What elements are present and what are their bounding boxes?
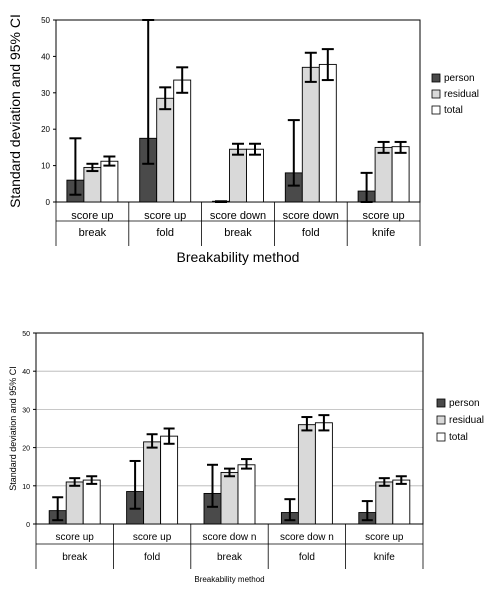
bar-total [392, 479, 411, 525]
category-label-bottom: break [62, 552, 88, 563]
category-label-bottom: break [224, 227, 252, 239]
legend-label-residual: residual [449, 415, 484, 426]
x-axis-label: Breakability method [194, 575, 264, 584]
x-axis-label: Breakability method [177, 249, 300, 265]
legend-label-residual: residual [444, 89, 479, 100]
legend-swatch-person [436, 398, 446, 408]
bar-residual [83, 166, 102, 203]
y-tick-label: 10 [41, 162, 50, 171]
y-tick-label: 50 [22, 331, 30, 338]
legend-label-total: total [449, 432, 468, 443]
y-tick-label: 10 [22, 484, 30, 491]
bar-residual [297, 424, 316, 525]
bar-residual [375, 481, 394, 525]
y-axis-label: Standard deviation and 95% CI [8, 366, 18, 491]
category-label-bottom: knife [374, 552, 396, 563]
bar-residual [156, 97, 175, 203]
legend-swatch-total [431, 105, 441, 115]
y-tick-label: 50 [41, 16, 50, 25]
bar-total [173, 79, 192, 203]
bar-residual [374, 146, 393, 203]
legend-label-person: person [449, 398, 480, 409]
category-label-bottom: knife [372, 227, 395, 239]
category-label-top: score up [56, 532, 95, 543]
legend: person residual total [431, 73, 479, 116]
bar-total [246, 148, 264, 203]
category-label-bottom: fold [302, 227, 320, 239]
legend-swatch-person [431, 73, 441, 83]
legend-label-person: person [444, 73, 475, 84]
category-label-top: score up [365, 532, 404, 543]
y-tick-label: 40 [41, 52, 50, 61]
y-tick-label: 0 [26, 522, 30, 529]
legend-swatch-residual [436, 415, 446, 425]
category-label-top: score up [144, 210, 186, 222]
category-label-bottom: fold [144, 552, 160, 563]
y-tick-label: 40 [22, 369, 30, 376]
bar-residual [65, 481, 84, 525]
category-label-bottom: break [79, 227, 107, 239]
legend-label-total: total [444, 105, 463, 116]
bar-total [82, 479, 101, 525]
bar-residual [229, 148, 247, 203]
legend: person residual total [436, 398, 484, 443]
category-label-bottom: break [217, 552, 243, 563]
bar-total [160, 435, 179, 525]
legend-swatch-total [436, 432, 446, 442]
category-label-top: score dow n [280, 532, 334, 543]
bar-total [318, 63, 337, 203]
bar-total [100, 160, 119, 203]
bar-total [391, 146, 410, 203]
category-label-top: score dow n [203, 532, 257, 543]
bar-residual [143, 441, 162, 525]
category-label-top: score up [362, 210, 404, 222]
legend-swatch-residual [431, 89, 441, 99]
category-label-bottom: fold [299, 552, 315, 563]
y-tick-label: 30 [22, 407, 30, 414]
y-tick-label: 20 [22, 446, 30, 453]
chart-1: 0 10 20 30 40 50 score up break score up fold scor… [7, 14, 479, 265]
category-label-top: score down [283, 210, 339, 222]
category-label-top: score up [71, 210, 113, 222]
category-label-top: score up [133, 532, 172, 543]
bar-residual [301, 66, 320, 203]
y-axis-label: Standard deviation and 95% CI [7, 14, 23, 208]
chart-2: 0 10 20 30 40 50 score up break score up fold scor… [8, 331, 484, 584]
bar-residual [220, 471, 239, 525]
bar-total [237, 464, 256, 525]
y-tick-label: 30 [41, 89, 50, 98]
category-label-top: score down [210, 210, 266, 222]
bar-total [314, 422, 333, 525]
y-tick-label: 0 [46, 198, 51, 207]
y-tick-label: 20 [41, 125, 50, 134]
category-label-bottom: fold [156, 227, 174, 239]
